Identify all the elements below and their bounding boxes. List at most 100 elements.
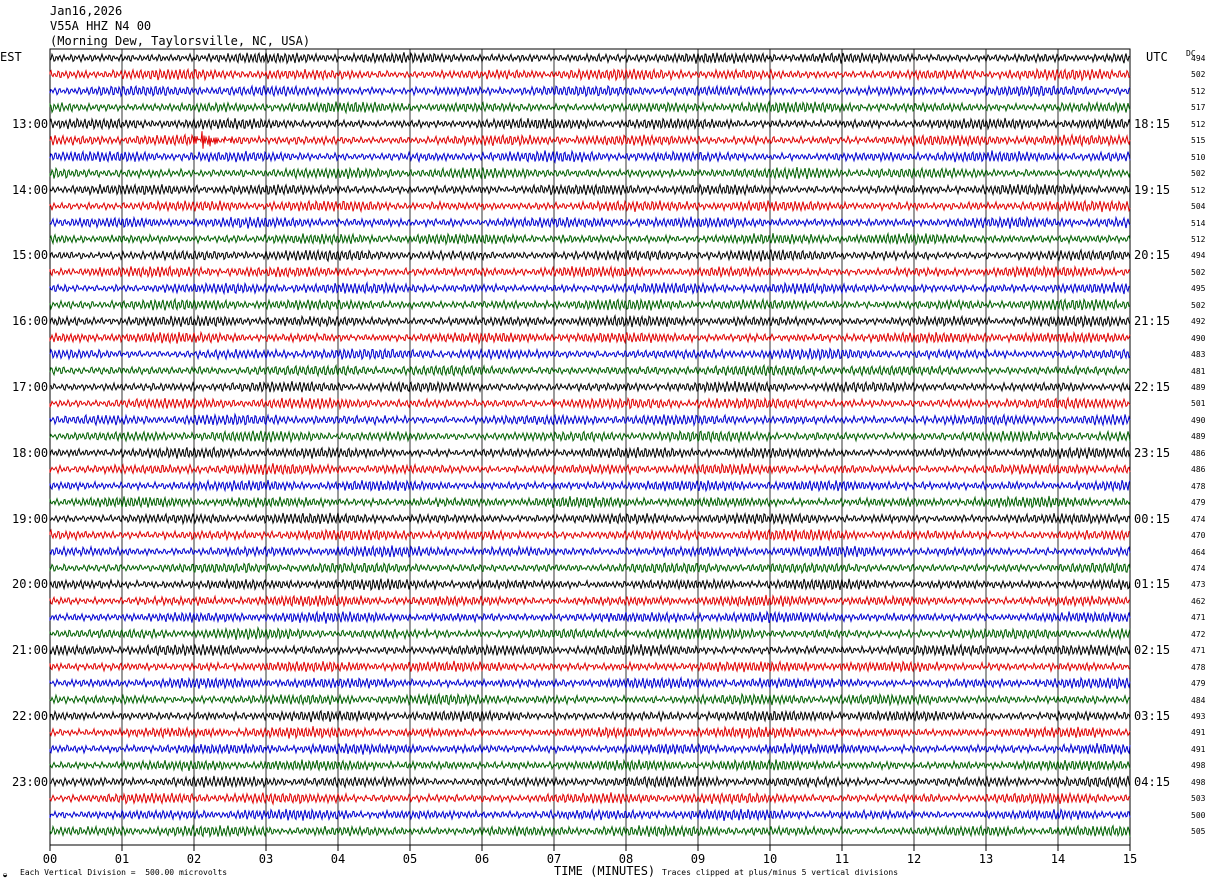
- x-tick-label: 13: [978, 852, 994, 866]
- dc-offset-value: 492: [1191, 317, 1206, 327]
- dc-offset-value: 502: [1191, 300, 1206, 310]
- est-hour-label: 15:00: [12, 248, 49, 263]
- trace-line: [49, 462, 1131, 476]
- trace-line: [49, 709, 1131, 723]
- dc-offset-value: 500: [1191, 810, 1206, 820]
- trace-line: [49, 149, 1131, 164]
- dc-offset-value: 478: [1191, 662, 1206, 672]
- header-location: (Morning Dew, Taylorsville, NC, USA): [50, 34, 311, 48]
- dc-offset-value: 474: [1191, 563, 1206, 573]
- trace-line: [49, 116, 1131, 131]
- dc-offset-value: 502: [1191, 70, 1206, 80]
- dc-offset-value: 472: [1191, 629, 1206, 639]
- trace-line: [49, 823, 1131, 839]
- utc-hour-label: 21:15: [1134, 314, 1171, 329]
- est-hour-label: 19:00: [12, 511, 49, 526]
- x-tick-label: 03: [258, 852, 274, 866]
- trace-line: [49, 675, 1131, 690]
- est-hour-label: 21:00: [12, 643, 49, 658]
- trace-line: [49, 692, 1131, 707]
- x-tick-label: 06: [474, 852, 490, 866]
- dc-offset-value: 490: [1191, 333, 1206, 343]
- dc-offset-value: 491: [1191, 728, 1206, 738]
- trace-line: [49, 347, 1131, 362]
- dc-offset-value: 491: [1191, 744, 1206, 754]
- trace-line: [49, 281, 1131, 296]
- dc-offset-value: 486: [1191, 465, 1206, 475]
- trace-line: [49, 577, 1131, 592]
- dc-offset-value: 494: [1191, 54, 1206, 63]
- dc-offset-value: 512: [1191, 234, 1206, 244]
- dc-offset-value: 471: [1191, 613, 1206, 623]
- x-axis-title: TIME (MINUTES): [554, 864, 656, 878]
- trace-line: [49, 479, 1131, 493]
- trace-line: [49, 297, 1131, 312]
- est-hour-label: 23:00: [12, 774, 49, 789]
- dc-offset-value: 501: [1191, 399, 1206, 409]
- trace-line: [49, 396, 1131, 411]
- trace-line: [49, 248, 1131, 263]
- trace-line: [49, 659, 1131, 674]
- header-date: Jan16,2026: [50, 4, 123, 18]
- trace-line: [49, 330, 1131, 345]
- trace-line: [49, 51, 1131, 65]
- dc-offset-value: 503: [1191, 794, 1206, 804]
- trace-line: [49, 561, 1131, 575]
- dc-offset-value: 464: [1191, 547, 1206, 557]
- x-tick-label: 09: [690, 852, 706, 866]
- dc-offset-value: 504: [1191, 202, 1206, 212]
- trace-line: [49, 182, 1131, 197]
- x-tick-label: 02: [186, 852, 202, 866]
- dc-offset-value: 483: [1191, 350, 1206, 360]
- header-station: V55A HHZ N4 00: [50, 19, 152, 33]
- trace-line: [49, 643, 1131, 657]
- trace-line: [49, 264, 1131, 279]
- trace-line: [49, 131, 1131, 149]
- trace-line: [49, 774, 1131, 789]
- dc-offset-value: 486: [1191, 448, 1206, 458]
- trace-line: [49, 511, 1131, 526]
- trace-line: [49, 100, 1131, 115]
- trace-line: [49, 495, 1131, 509]
- x-tick-label: 14: [1050, 852, 1066, 866]
- x-tick-label: 12: [906, 852, 922, 866]
- est-hour-label: 17:00: [12, 380, 49, 394]
- dc-offset-value: 462: [1191, 596, 1206, 606]
- utc-hour-label: 22:15: [1134, 380, 1171, 394]
- trace-line: [49, 313, 1131, 329]
- x-tick-label: 11: [834, 852, 850, 866]
- trace-line: [49, 412, 1131, 428]
- trace-line: [49, 429, 1131, 444]
- trace-line: [49, 593, 1131, 608]
- trace-line: [49, 166, 1131, 181]
- utc-hour-label: 19:15: [1134, 182, 1171, 197]
- utc-hour-label: 04:15: [1134, 774, 1171, 789]
- est-hour-label: 14:00: [12, 182, 49, 197]
- clip-note: Traces clipped at plus/minus 5 vertical …: [662, 868, 899, 877]
- dc-offset-value: 517: [1191, 103, 1206, 113]
- trace-line: [49, 758, 1131, 773]
- dc-offset-value: 473: [1191, 580, 1206, 590]
- utc-hour-label: 18:15: [1134, 116, 1171, 131]
- x-tick-label: 05: [402, 852, 418, 866]
- x-tick-label: 04: [330, 852, 346, 866]
- dc-offset-value: 515: [1191, 136, 1206, 146]
- dc-offset-value: 510: [1191, 152, 1206, 162]
- trace-line: [49, 231, 1131, 247]
- utc-hour-label: 01:15: [1134, 577, 1171, 592]
- dc-offset-value: 494: [1191, 251, 1206, 261]
- dc-offset-value: 514: [1191, 218, 1206, 228]
- trace-line: [49, 625, 1131, 641]
- est-hour-label: 18:00: [12, 445, 49, 460]
- est-hour-label: 22:00: [12, 709, 49, 723]
- x-tick-label: 10: [762, 852, 778, 866]
- utc-hour-label: 20:15: [1134, 248, 1171, 263]
- plot-frame: [49, 48, 1131, 846]
- x-tick-label: 00: [42, 852, 58, 866]
- trace-line: [49, 199, 1131, 214]
- dc-label: DC: [1186, 49, 1196, 58]
- trace-line: [49, 67, 1131, 82]
- dc-offset-value: 502: [1191, 169, 1206, 179]
- footer-mark: ◒: [3, 871, 8, 879]
- dc-offset-value: 502: [1191, 267, 1206, 277]
